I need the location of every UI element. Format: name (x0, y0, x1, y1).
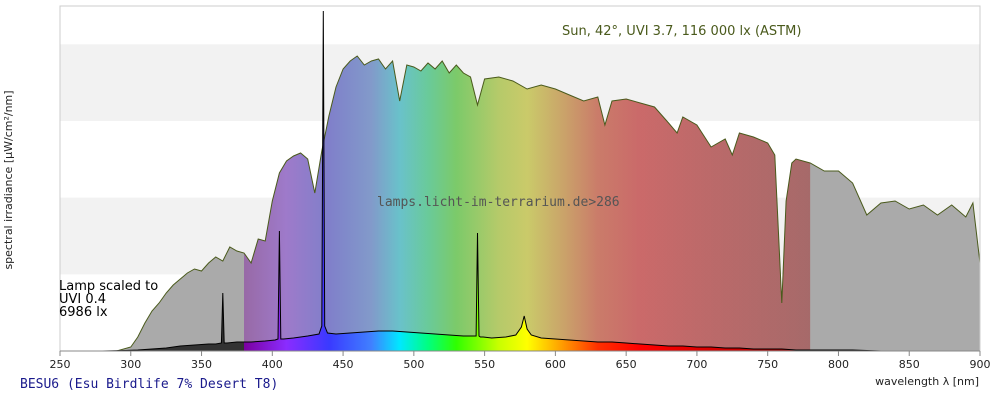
x-tick-label: 250 (50, 358, 71, 371)
x-tick-label: 850 (899, 358, 920, 371)
lamp-spectrum-line (102, 10, 881, 352)
x-axis-ticks: 250 300 350 400 450 500 550 600 650 700 750 800 850 9… (50, 351, 991, 371)
sun-annotation: Sun, 42°, UVI 3.7, 116 000 lx (ASTM) (562, 24, 801, 39)
x-tick-label: 500 (403, 358, 424, 371)
x-tick-label: 400 (262, 358, 283, 371)
x-tick-label: 650 (616, 358, 637, 371)
lamp-annotation-line1: Lamp scaled to (59, 279, 158, 294)
x-tick-label: 750 (757, 358, 778, 371)
sun-spectrum (116, 55, 981, 352)
x-tick-label: 600 (545, 358, 566, 371)
x-axis-label: wavelength λ [nm] (875, 375, 979, 388)
x-tick-label: 700 (686, 358, 707, 371)
x-tick-label: 350 (191, 358, 212, 371)
y-axis-label: spectral irradiance [µW/cm²/nm] (2, 90, 15, 269)
x-tick-label: 800 (828, 358, 849, 371)
x-tick-label: 550 (474, 358, 495, 371)
sun-spectrum-line (116, 55, 981, 352)
x-tick-label: 450 (333, 358, 354, 371)
x-tick-label: 300 (120, 358, 141, 371)
x-tick-label: 900 (970, 358, 991, 371)
watermark: lamps.licht-im-terrarium.de>286 (377, 195, 620, 210)
lamp-annotation-line3: 6986 lx (59, 305, 108, 320)
lamp-annotation-line2: UVI 0.4 (59, 292, 106, 307)
lamp-title: BESU6 (Esu Birdlife 7% Desert T8) (20, 377, 279, 392)
